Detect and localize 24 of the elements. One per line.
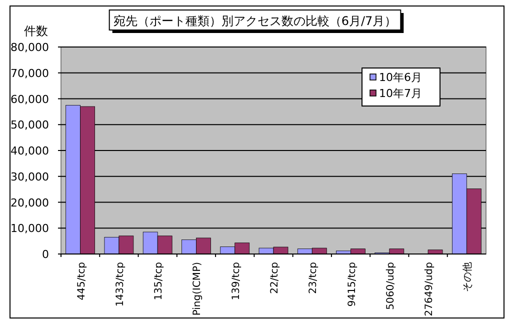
x-tick-label: 5060/udp [385,262,396,310]
y-tick-label: 0 [42,248,49,261]
x-tick-label: Ping(ICMP) [192,262,204,316]
y-tick-label: 60,000 [10,92,49,106]
x-tick-label: 9415/tcp [346,262,358,307]
legend-label: 10年6月 [379,71,422,84]
y-tick-label: 80,000 [10,41,49,54]
x-tick-label: その他 [462,262,474,292]
x-tick-label: 22/tcp [270,262,280,294]
y-tick-label: 50,000 [10,118,49,132]
x-tick-label: 139/tcp [230,262,242,300]
chart-title: 宛先（ポート種類）別アクセス数の比較（6月/7月） [113,14,397,28]
x-tick-label: 23/tcp [308,262,320,294]
y-tick-label: 70,000 [10,66,49,80]
x-tick-label: 445/tcp [76,262,88,300]
x-tick-label: 1433/tcp [114,262,126,307]
y-axis-title: 件数 [24,24,48,38]
y-tick-label: 40,000 [10,144,49,158]
y-tick-label: 30,000 [10,170,49,184]
x-tick-label: 135/tcp [154,262,165,300]
y-tick-label: 10,000 [10,222,49,236]
y-tick-label: 20,000 [10,196,49,210]
legend-label: 10年7月 [379,87,422,100]
x-tick-label: 27649/udp [424,262,436,316]
